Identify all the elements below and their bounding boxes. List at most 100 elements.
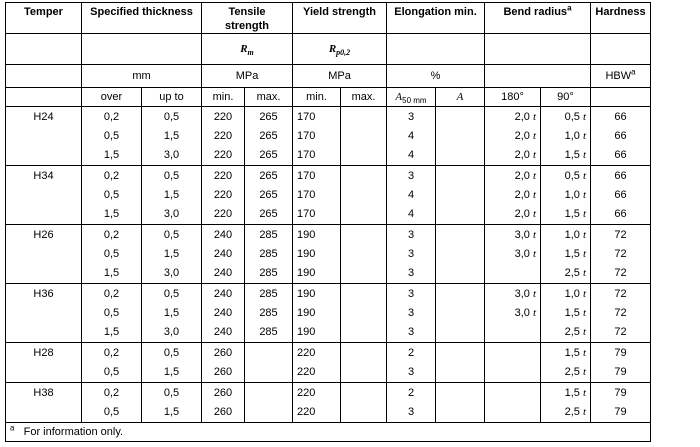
temper-header: Temper	[5, 2, 82, 34]
ys-max-cell-line	[345, 323, 382, 342]
a-cell	[435, 342, 485, 383]
thickness-symbol: t	[582, 288, 586, 300]
thickness-symbol: t	[532, 189, 536, 201]
footnote-text: For information only.	[23, 426, 124, 438]
ys-min-cell: 220 220	[292, 382, 341, 423]
ys-max-cell-line	[345, 245, 382, 264]
hardness-sub-cell	[590, 87, 651, 107]
over-cell-line: 1,5	[103, 149, 120, 161]
ys-max-cell-line	[345, 363, 382, 382]
hardness-cell-line: 72	[614, 326, 627, 338]
hardness-cell-line: 72	[614, 288, 627, 300]
a50-cell-line: 3	[407, 288, 415, 300]
bend-value-line: 1,5 t	[545, 304, 586, 323]
upto-cell: 0,5 1,5 3,0	[141, 224, 202, 284]
ts-min-cell-line: 220	[213, 149, 233, 161]
bend-value: 1,0	[564, 229, 580, 241]
a-header: A	[435, 87, 485, 107]
rm-symbol: Rm	[201, 33, 293, 65]
ts-min-cell-line: 220	[213, 208, 233, 220]
temper-cell-line: H24	[33, 111, 54, 123]
ts-min-cell-line: 240	[213, 307, 233, 319]
bend-value-line: 1,5 t	[545, 384, 586, 403]
bend-value-line	[489, 403, 536, 422]
table-body: H24 0,2 0,5 1,5 0,5 1,5 3,0 220 220 220 265 265 265 1…	[5, 106, 651, 423]
ts-min-cell-line: 220	[213, 189, 233, 201]
ts-min-cell: 260 260	[201, 342, 245, 383]
hardness-cell-line: 66	[614, 111, 627, 123]
over-cell-line: 0,2	[103, 111, 120, 123]
over-cell-line: 0,2	[103, 170, 120, 182]
a50-cell-line: 3	[407, 170, 415, 182]
over-cell: 0,2 0,5 1,5	[81, 224, 142, 284]
thickness-symbol: t	[532, 149, 536, 161]
hardness-cell: 66 66 66	[590, 106, 651, 166]
thickness-symbol: t	[582, 229, 586, 241]
ts-max-cell-line: 265	[259, 111, 278, 123]
a50-cell-line: 2	[407, 387, 415, 399]
ts-max-cell-line: 265	[259, 149, 278, 161]
hardness-cell-line: 72	[614, 267, 627, 279]
bend-value: 2,5	[564, 326, 580, 338]
bend-value-line: 0,5 t	[545, 167, 586, 186]
rp-letter: R	[328, 43, 337, 55]
bend90-cell: 0,5 t 1,0 t 1,5 t	[540, 165, 591, 225]
a50-subscript: 50 mm	[402, 96, 427, 106]
bend180-cell: 2,0 t 2,0 t 2,0 t	[484, 106, 541, 166]
upto-cell-line: 0,5	[163, 229, 180, 241]
over-cell-line: 0,5	[103, 248, 120, 260]
thickness-symbol: t	[532, 248, 536, 260]
a50-cell: 3 4 4	[386, 165, 436, 225]
ts-max-header: max.	[244, 87, 293, 107]
ts-min-cell-line: 240	[213, 288, 233, 300]
ys-max-cell	[340, 106, 387, 166]
bend180-cell: 3,0 t 3,0 t	[484, 224, 541, 284]
bend-value-line: 3,0 t	[489, 226, 536, 245]
tensile-unit: MPa	[201, 64, 293, 88]
bend-value: 3,0	[514, 288, 530, 300]
upto-cell: 0,5 1,5 3,0	[141, 283, 202, 343]
temper-cell-line: H34	[33, 170, 54, 182]
deg90-header: 90°	[540, 87, 591, 107]
ts-max-cell: 285 285 285	[244, 224, 293, 284]
over-cell: 0,2 0,5	[81, 342, 142, 383]
ts-max-cell	[244, 342, 293, 383]
bend-value-line: 1,5 t	[545, 344, 586, 363]
hardness-cell-line: 79	[614, 366, 627, 378]
ts-max-cell-line: 265	[259, 170, 278, 182]
hardness-cell: 79 79	[590, 382, 651, 423]
a50-letter: A	[395, 91, 403, 103]
thickness-unit: mm	[81, 64, 202, 88]
thickness-symbol: t	[582, 170, 586, 182]
thickness-symbol: t	[532, 130, 536, 142]
bend-value-line: 2,5 t	[545, 403, 586, 422]
ys-min-cell-line: 170	[297, 149, 316, 161]
footnote-row: a For information only.	[5, 422, 651, 442]
rp-subscript: p0,2	[336, 48, 351, 58]
ys-max-cell-line	[345, 186, 382, 205]
over-cell: 0,2 0,5 1,5	[81, 283, 142, 343]
bend-value-line: 0,5 t	[545, 108, 586, 127]
bend-value: 3,0	[514, 248, 530, 260]
a-cell	[435, 106, 485, 166]
ts-max-cell-line: 285	[259, 267, 278, 279]
temper-unit-cell	[5, 64, 82, 88]
a50-cell-line: 3	[407, 307, 415, 319]
bend-unit-cell	[484, 64, 591, 88]
upto-cell-line: 0,5	[163, 347, 180, 359]
ys-min-cell-line: 220	[297, 387, 316, 399]
tensile-header: Tensile strength	[201, 2, 293, 34]
upto-cell-line: 3,0	[163, 149, 180, 161]
ys-max-cell	[340, 342, 387, 383]
thickness-symbol: t	[532, 307, 536, 319]
bend90-cell: 1,5 t 2,5 t	[540, 342, 591, 383]
bend-value: 2,0	[514, 111, 530, 123]
bend-value: 1,5	[564, 208, 580, 220]
ts-min-cell-line: 220	[213, 170, 233, 182]
elongation-unit: %	[386, 64, 485, 88]
bend-value-line	[489, 264, 536, 283]
ts-min-cell: 220 220 220	[201, 106, 245, 166]
bend-value-line: 1,5 t	[545, 146, 586, 165]
bend-value-line	[489, 344, 536, 363]
